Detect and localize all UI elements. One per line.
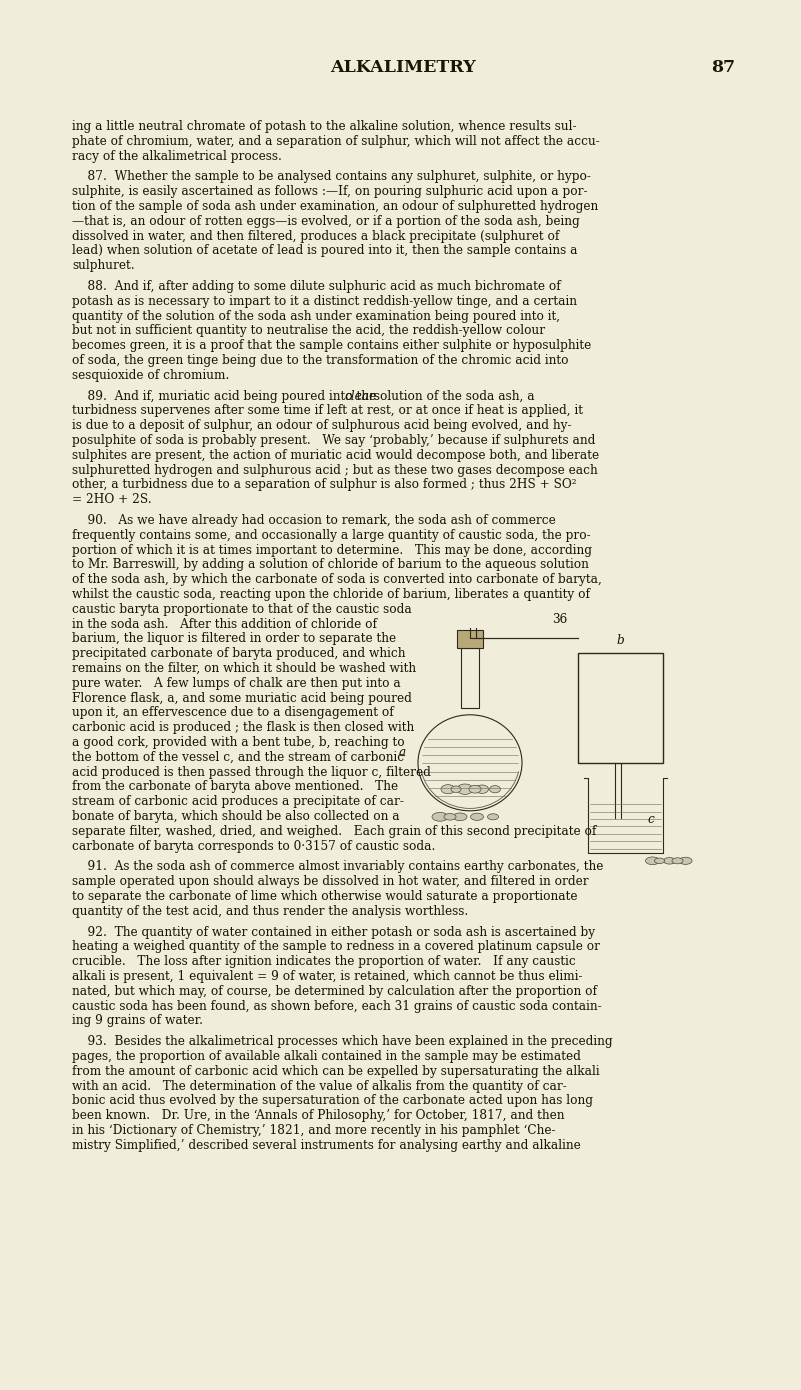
Text: 90.   As we have already had occasion to remark, the soda ash of commerce: 90. As we have already had occasion to r… [72, 514, 556, 527]
Text: 36: 36 [553, 613, 568, 626]
Text: 87.  Whether the sample to be analysed contains any sulphuret, sulphite, or hypo: 87. Whether the sample to be analysed co… [72, 171, 591, 183]
Text: ing 9 grains of water.: ing 9 grains of water. [72, 1015, 203, 1027]
Text: ing a little neutral chromate of potash to the alkaline solution, whence results: ing a little neutral chromate of potash … [72, 120, 577, 133]
Text: = 2HO + 2S.: = 2HO + 2S. [72, 493, 151, 506]
Text: tion of the sample of soda ash under examination, an odour of sulphuretted hydro: tion of the sample of soda ash under exa… [72, 200, 598, 213]
Text: solution of the soda ash, a: solution of the soda ash, a [370, 389, 534, 403]
Text: 91.  As the soda ash of commerce almost invariably contains earthy carbonates, t: 91. As the soda ash of commerce almost i… [72, 860, 603, 873]
Text: caustic soda has been found, as shown before, each 31 grains of caustic soda con: caustic soda has been found, as shown be… [72, 999, 602, 1012]
Ellipse shape [489, 785, 501, 792]
Text: dissolved in water, and then filtered, produces a black precipitate (sulphuret o: dissolved in water, and then filtered, p… [72, 229, 559, 243]
Text: a: a [399, 746, 406, 759]
Bar [457, 630, 483, 648]
Text: sample operated upon should always be dissolved in hot water, and filtered in or: sample operated upon should always be di… [72, 876, 589, 888]
Text: frequently contains some, and occasionally a large quantity of caustic soda, the: frequently contains some, and occasional… [72, 528, 590, 542]
Text: in the soda ash.   After this addition of chloride of: in the soda ash. After this addition of … [72, 617, 377, 631]
Text: portion of which it is at times important to determine.   This may be done, acco: portion of which it is at times importan… [72, 543, 592, 556]
Text: in his ‘Dictionary of Chemistry,’ 1821, and more recently in his pamphlet ‘Che-: in his ‘Dictionary of Chemistry,’ 1821, … [72, 1125, 556, 1137]
Text: from the carbonate of baryta above mentioned.   The: from the carbonate of baryta above menti… [72, 780, 398, 794]
Ellipse shape [451, 785, 461, 792]
Ellipse shape [663, 858, 675, 865]
Ellipse shape [432, 812, 448, 821]
Text: quantity of the solution of the soda ash under examination being poured into it,: quantity of the solution of the soda ash… [72, 310, 560, 322]
Text: of soda, the green tinge being due to the transformation of the chromic acid int: of soda, the green tinge being due to th… [72, 354, 569, 367]
Ellipse shape [453, 813, 467, 820]
Text: quantity of the test acid, and thus render the analysis worthless.: quantity of the test acid, and thus rend… [72, 905, 469, 917]
Text: heating a weighed quantity of the sample to redness in a covered platinum capsul: heating a weighed quantity of the sample… [72, 941, 600, 954]
Ellipse shape [469, 785, 481, 794]
Text: 87: 87 [710, 58, 735, 76]
Text: the bottom of the vessel c, and the stream of carbonic: the bottom of the vessel c, and the stre… [72, 751, 405, 763]
Ellipse shape [488, 813, 498, 820]
Text: sulphite, is easily ascertained as follows :—If, on pouring sulphuric acid upon : sulphite, is easily ascertained as follo… [72, 185, 587, 199]
Text: c: c [647, 813, 654, 826]
Ellipse shape [444, 813, 456, 820]
Text: but not in sufficient quantity to neutralise the acid, the reddish-yellow colour: but not in sufficient quantity to neutra… [72, 324, 545, 338]
Text: potash as is necessary to impart to it a distinct reddish-yellow tinge, and a ce: potash as is necessary to impart to it a… [72, 295, 577, 307]
Text: carbonate of baryta corresponds to 0·3157 of caustic soda.: carbonate of baryta corresponds to 0·315… [72, 840, 436, 852]
Text: been known.   Dr. Ure, in the ‘Annals of Philosophy,’ for October, 1817, and the: been known. Dr. Ure, in the ‘Annals of P… [72, 1109, 565, 1122]
Text: whilst the caustic soda, reacting upon the chloride of barium, liberates a quant: whilst the caustic soda, reacting upon t… [72, 588, 590, 600]
Text: Florence flask, a, and some muriatic acid being poured: Florence flask, a, and some muriatic aci… [72, 692, 412, 705]
Text: 89.  And if, muriatic acid being poured into the: 89. And if, muriatic acid being poured i… [72, 389, 380, 403]
Ellipse shape [679, 858, 692, 865]
Text: lead) when solution of acetate of lead is poured into it, then the sample contai: lead) when solution of acetate of lead i… [72, 245, 578, 257]
Text: b: b [616, 634, 624, 646]
Text: caustic baryta proportionate to that of the caustic soda: caustic baryta proportionate to that of … [72, 603, 412, 616]
Text: posulphite of soda is probably present.   We say ‘probably,’ because if sulphure: posulphite of soda is probably present. … [72, 434, 595, 448]
Ellipse shape [654, 858, 665, 863]
Text: 93.  Besides the alkalimetrical processes which have been explained in the prece: 93. Besides the alkalimetrical processes… [72, 1036, 613, 1048]
Text: turbidness supervenes after some time if left at rest, or at once if heat is app: turbidness supervenes after some time if… [72, 404, 583, 417]
Text: nated, but which may, of course, be determined by calculation after the proporti: nated, but which may, of course, be dete… [72, 984, 597, 998]
Text: crucible.   The loss after ignition indicates the proportion of water.   If any : crucible. The loss after ignition indica… [72, 955, 576, 969]
Text: ALKALIMETRY: ALKALIMETRY [331, 58, 477, 76]
Ellipse shape [476, 785, 489, 794]
Bar [578, 653, 662, 763]
Text: stream of carbonic acid produces a precipitate of car-: stream of carbonic acid produces a preci… [72, 795, 404, 808]
Text: carbonic acid is produced ; the flask is then closed with: carbonic acid is produced ; the flask is… [72, 721, 414, 734]
Text: sesquioxide of chromium.: sesquioxide of chromium. [72, 368, 229, 382]
Text: barium, the liquor is filtered in order to separate the: barium, the liquor is filtered in order … [72, 632, 396, 645]
Text: sulphuret.: sulphuret. [72, 259, 135, 272]
Text: bonic acid thus evolved by the supersaturation of the carbonate acted upon has l: bonic acid thus evolved by the supersatu… [72, 1094, 593, 1108]
Text: pages, the proportion of available alkali contained in the sample may be estimat: pages, the proportion of available alkal… [72, 1049, 581, 1063]
Text: clear: clear [344, 389, 375, 403]
Text: a good cork, provided with a bent tube, b, reaching to: a good cork, provided with a bent tube, … [72, 735, 405, 749]
Text: racy of the alkalimetrical process.: racy of the alkalimetrical process. [72, 150, 282, 163]
Text: remains on the filter, on which it should be washed with: remains on the filter, on which it shoul… [72, 662, 417, 676]
Text: is due to a deposit of sulphur, an odour of sulphurous acid being evolved, and h: is due to a deposit of sulphur, an odour… [72, 420, 571, 432]
Text: of the soda ash, by which the carbonate of soda is converted into carbonate of b: of the soda ash, by which the carbonate … [72, 573, 602, 587]
Ellipse shape [457, 784, 473, 795]
Text: 88.  And if, after adding to some dilute sulphuric acid as much bichromate of: 88. And if, after adding to some dilute … [72, 279, 561, 293]
Text: other, a turbidness due to a separation of sulphur is also formed ; thus 2HS + S: other, a turbidness due to a separation … [72, 478, 577, 492]
Ellipse shape [441, 784, 455, 794]
Text: mistry Simplified,’ described several instruments for analysing earthy and alkal: mistry Simplified,’ described several in… [72, 1138, 581, 1152]
Text: acid produced is then passed through the liquor c, filtered: acid produced is then passed through the… [72, 766, 431, 778]
Text: becomes green, it is a proof that the sample contains either sulphite or hyposul: becomes green, it is a proof that the sa… [72, 339, 591, 352]
Ellipse shape [646, 858, 659, 865]
Ellipse shape [470, 813, 484, 820]
Text: from the amount of carbonic acid which can be expelled by supersaturating the al: from the amount of carbonic acid which c… [72, 1065, 600, 1077]
Text: to Mr. Barreswill, by adding a solution of chloride of barium to the aqueous sol: to Mr. Barreswill, by adding a solution … [72, 559, 589, 571]
Text: 92.  The quantity of water contained in either potash or soda ash is ascertained: 92. The quantity of water contained in e… [72, 926, 595, 938]
Text: alkali is present, 1 equivalent = 9 of water, is retained, which cannot be thus : alkali is present, 1 equivalent = 9 of w… [72, 970, 582, 983]
Text: —that is, an odour of rotten eggs—is evolved, or if a portion of the soda ash, b: —that is, an odour of rotten eggs—is evo… [72, 215, 580, 228]
Ellipse shape [672, 858, 683, 863]
Text: phate of chromium, water, and a separation of sulphur, which will not affect the: phate of chromium, water, and a separati… [72, 135, 600, 147]
Text: pure water.   A few lumps of chalk are then put into a: pure water. A few lumps of chalk are the… [72, 677, 400, 689]
Text: upon it, an effervescence due to a disengagement of: upon it, an effervescence due to a disen… [72, 706, 394, 720]
Text: with an acid.   The determination of the value of alkalis from the quantity of c: with an acid. The determination of the v… [72, 1080, 567, 1093]
Text: bonate of baryta, which should be also collected on a: bonate of baryta, which should be also c… [72, 810, 400, 823]
Text: precipitated carbonate of baryta produced, and which: precipitated carbonate of baryta produce… [72, 648, 405, 660]
Text: separate filter, washed, dried, and weighed.   Each grain of this second precipi: separate filter, washed, dried, and weig… [72, 824, 597, 838]
Text: to separate the carbonate of lime which otherwise would saturate a proportionate: to separate the carbonate of lime which … [72, 890, 578, 904]
Text: sulphuretted hydrogen and sulphurous acid ; but as these two gases decompose eac: sulphuretted hydrogen and sulphurous aci… [72, 464, 598, 477]
Text: sulphites are present, the action of muriatic acid would decompose both, and lib: sulphites are present, the action of mur… [72, 449, 599, 461]
